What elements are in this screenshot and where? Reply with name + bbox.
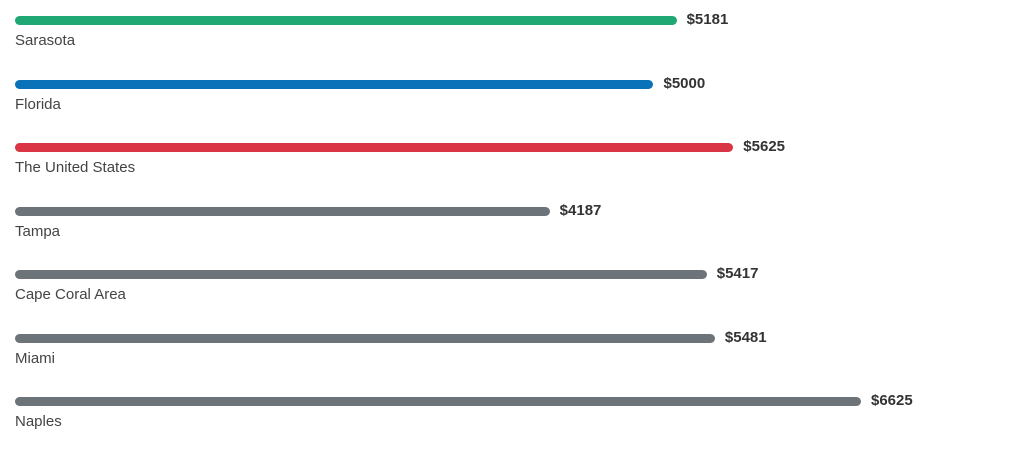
bar xyxy=(15,143,734,152)
bar xyxy=(15,16,677,25)
bar xyxy=(15,270,707,279)
bar-value-label: $5417 xyxy=(716,265,759,282)
category-label: Cape Coral Area xyxy=(15,286,126,303)
bar xyxy=(15,206,550,216)
category-label: Tampa xyxy=(15,222,61,240)
bar xyxy=(15,79,654,89)
bar-value-label: $5481 xyxy=(724,328,767,346)
category-label: Florida xyxy=(15,95,61,113)
category-label: Naples xyxy=(15,413,62,430)
bar-row: $5481 Miami xyxy=(15,329,995,384)
bar-row: $5625 The United States xyxy=(15,138,995,193)
bar-row: $6625 Naples xyxy=(15,392,995,447)
bar-row: $4187 Tampa xyxy=(15,202,995,257)
bar-value-label: $4187 xyxy=(559,201,602,219)
bar-value-label: $5181 xyxy=(686,11,729,28)
bar-row: $5417 Cape Coral Area xyxy=(15,265,995,320)
bar-value-label: $5625 xyxy=(743,138,786,155)
bar-value-label: $5000 xyxy=(663,74,706,92)
bar xyxy=(15,333,715,343)
bar xyxy=(15,397,861,406)
category-label: Miami xyxy=(15,349,55,367)
bar-row: $5000 Florida xyxy=(15,75,995,130)
category-label: The United States xyxy=(15,159,136,176)
bar-row: $5181 Sarasota xyxy=(15,11,995,66)
bar-value-label: $6625 xyxy=(871,392,913,409)
category-label: Sarasota xyxy=(15,32,76,49)
